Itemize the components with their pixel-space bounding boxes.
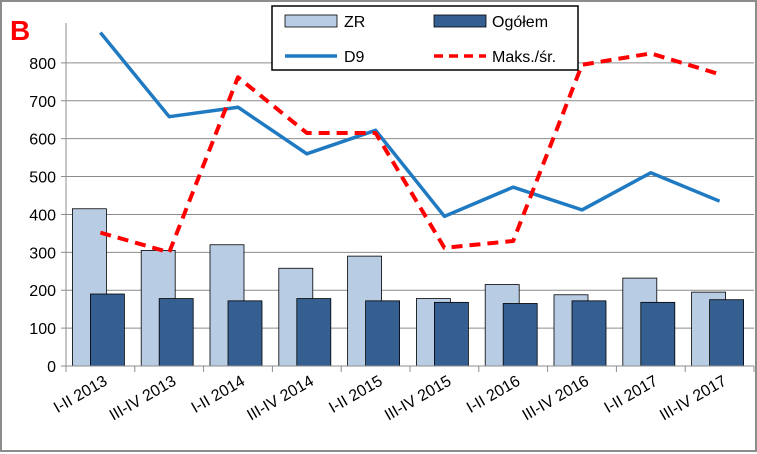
x-tick-label: III-IV 2017 [657, 373, 730, 425]
bar-og-em [434, 302, 468, 366]
x-tick-label: III-IV 2016 [520, 373, 593, 425]
x-tick-label: I-II 2014 [189, 373, 248, 417]
x-tick-label: I-II 2016 [464, 373, 523, 417]
bar-og-em [503, 303, 537, 366]
y-tick-labels: 0 100 200 300 400 500 600 700 800 [29, 56, 56, 376]
line-maks-r [100, 53, 719, 252]
y-tick-label: 800 [29, 56, 56, 73]
x-tick-label: III-IV 2013 [107, 373, 180, 425]
legend-label-maks-sr: Maks./śr. [492, 49, 556, 66]
y-tick-label: 500 [29, 170, 56, 187]
bar-og-em [572, 301, 606, 366]
bars [72, 209, 743, 366]
y-tick-label: 400 [29, 207, 56, 224]
bar-og-em [90, 294, 124, 366]
y-tick-label: 200 [29, 283, 56, 300]
x-tick-label: III-IV 2015 [382, 373, 455, 425]
y-tick-label: 100 [29, 321, 56, 338]
panel-label: B [10, 15, 30, 46]
legend-label-zr: ZR [344, 14, 365, 31]
x-tick-label: I-II 2015 [326, 373, 385, 417]
bar-og-em [228, 301, 262, 366]
legend-swatch-ogolem [434, 15, 486, 27]
bar-og-em [710, 300, 744, 366]
y-tick-label: 300 [29, 245, 56, 262]
legend-label-d9: D9 [344, 49, 365, 66]
bar-og-em [366, 301, 400, 366]
y-tick-label: 600 [29, 132, 56, 149]
y-tick-label: 700 [29, 94, 56, 111]
y-tick-label: 0 [47, 359, 56, 376]
x-tick-label: I-II 2013 [51, 373, 110, 417]
bar-og-em [297, 299, 331, 366]
legend-swatch-zr [285, 15, 337, 27]
x-tick-label: III-IV 2014 [244, 373, 317, 425]
bar-og-em [641, 302, 675, 366]
legend-label-ogolem: Ogółem [492, 14, 548, 31]
bar-og-em [159, 299, 193, 366]
legend: ZR Ogółem D9 Maks./śr. [272, 6, 578, 70]
x-tick-label: I-II 2017 [601, 373, 660, 417]
